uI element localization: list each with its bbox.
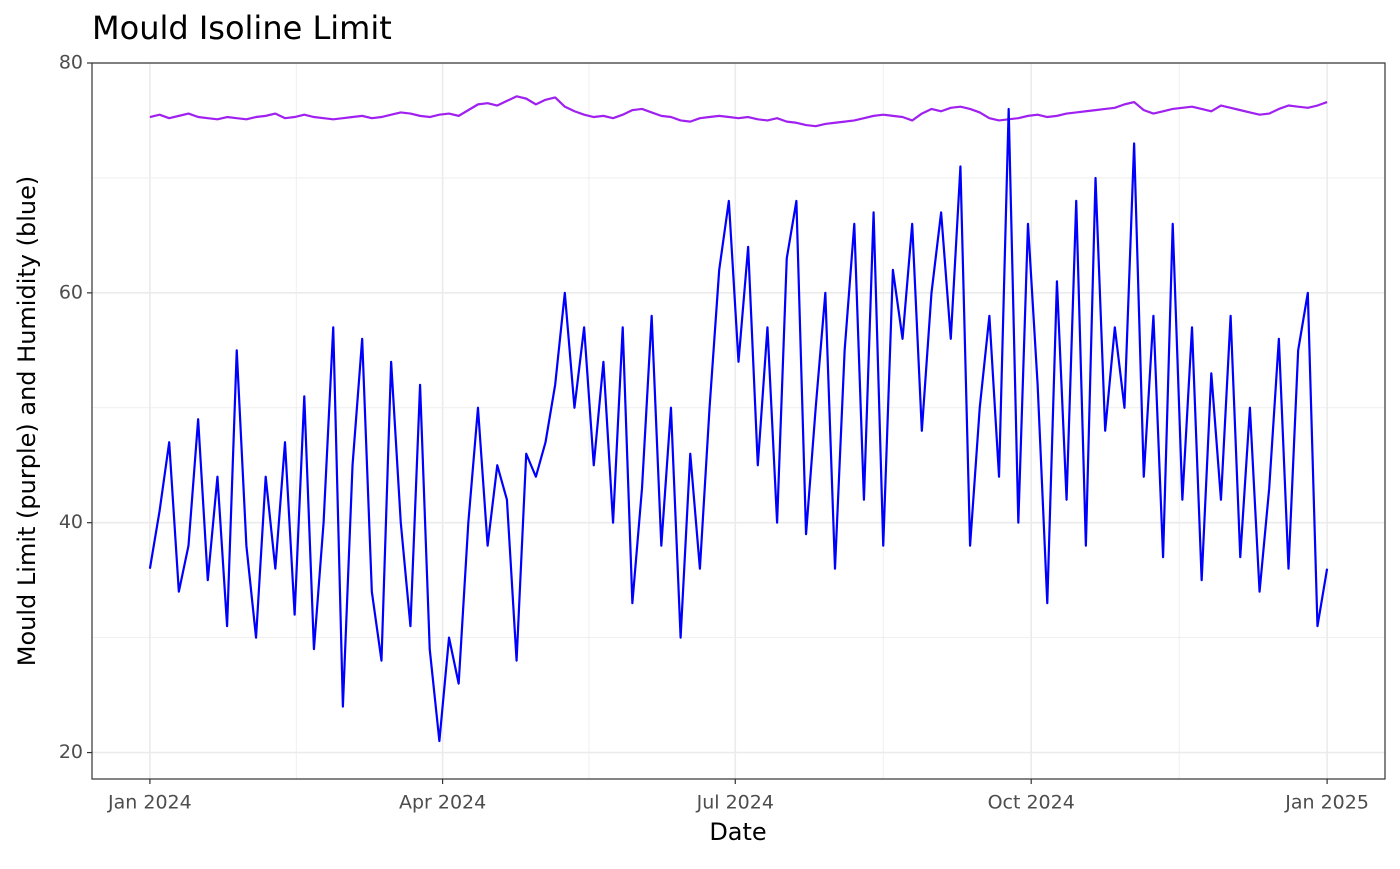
x-tick-label: Apr 2024 [399, 792, 486, 814]
y-tick-label: 60 [59, 281, 83, 303]
x-tick-label: Jan 2024 [107, 792, 192, 814]
y-tick-label: 20 [59, 741, 83, 763]
panel-border [91, 62, 1386, 780]
x-tick-label: Oct 2024 [988, 792, 1075, 814]
y-tick-label: 40 [59, 511, 83, 533]
series-line [149, 95, 1328, 128]
x-tick-label: Jul 2024 [696, 792, 774, 814]
series-line [148, 107, 1329, 743]
chart-title: Mould Isoline Limit [92, 9, 392, 47]
y-axis-label: Mould Limit (purple) and Humidity (blue) [13, 176, 41, 666]
x-axis-label: Date [709, 818, 766, 846]
x-tick-label: Jan 2025 [1284, 792, 1369, 814]
y-tick-label: 80 [59, 52, 83, 74]
